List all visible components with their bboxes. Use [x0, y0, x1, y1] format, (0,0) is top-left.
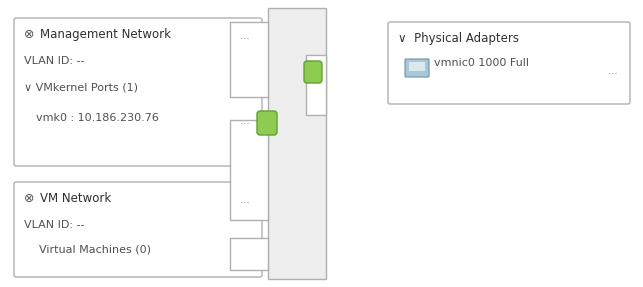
- FancyBboxPatch shape: [14, 182, 262, 277]
- FancyBboxPatch shape: [14, 18, 262, 166]
- Bar: [230, 120, 268, 220]
- Bar: [268, 8, 326, 279]
- Text: Virtual Machines (0): Virtual Machines (0): [32, 244, 151, 254]
- Text: ∨ VMkernel Ports (1): ∨ VMkernel Ports (1): [24, 83, 138, 93]
- Text: ...: ...: [240, 195, 251, 205]
- Bar: [230, 22, 268, 97]
- Text: ...: ...: [240, 31, 251, 41]
- Text: ⊗: ⊗: [24, 192, 35, 205]
- FancyBboxPatch shape: [405, 59, 429, 77]
- Bar: [306, 55, 326, 115]
- Text: VLAN ID: --: VLAN ID: --: [24, 56, 84, 66]
- FancyBboxPatch shape: [388, 22, 630, 104]
- Text: VM Network: VM Network: [40, 192, 111, 205]
- FancyBboxPatch shape: [257, 111, 277, 135]
- Text: ⊗: ⊗: [24, 28, 35, 41]
- Text: ...: ...: [240, 116, 251, 126]
- Text: vmnic0 1000 Full: vmnic0 1000 Full: [434, 58, 529, 68]
- FancyBboxPatch shape: [304, 61, 322, 83]
- Text: Management Network: Management Network: [40, 28, 171, 41]
- Text: ...: ...: [608, 66, 619, 76]
- Text: VLAN ID: --: VLAN ID: --: [24, 220, 84, 230]
- Text: vmk0 : 10.186.230.76: vmk0 : 10.186.230.76: [36, 113, 159, 123]
- Text: ∨  Physical Adapters: ∨ Physical Adapters: [398, 32, 519, 45]
- Bar: [230, 238, 268, 270]
- Bar: [409, 62, 425, 71]
